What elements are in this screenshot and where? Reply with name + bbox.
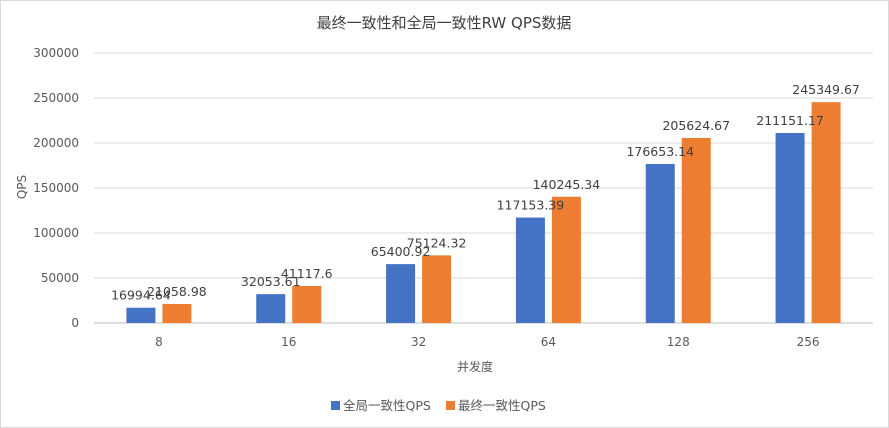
bar [162, 304, 192, 323]
legend-swatch [331, 401, 340, 410]
x-tick-label: 64 [541, 335, 556, 349]
bars [126, 102, 841, 323]
x-axis-title: 并发度 [457, 359, 493, 374]
bar [645, 164, 675, 323]
data-label: 16994.64 [111, 288, 171, 303]
gridlines [94, 52, 873, 324]
bar [126, 307, 156, 323]
legend: 全局一致性QPS 最终一致性QPS [331, 398, 546, 413]
legend-swatch [446, 401, 455, 410]
data-label: 205624.67 [662, 118, 730, 133]
bar [256, 294, 286, 323]
bar [551, 196, 581, 323]
x-tick-label: 16 [281, 335, 296, 349]
x-axis-ticks: 8 16 32 64 128 256 [155, 335, 819, 349]
x-tick-label: 32 [411, 335, 426, 349]
x-tick-label: 256 [797, 335, 820, 349]
bar [422, 255, 452, 323]
y-tick-label: 50000 [41, 271, 79, 285]
y-tick-label: 300000 [33, 46, 79, 60]
data-label: 117153.39 [497, 198, 565, 213]
bar [775, 132, 805, 323]
data-label: 41117.6 [281, 266, 333, 281]
bar [386, 264, 416, 323]
bar [681, 137, 711, 323]
data-label: 75124.32 [407, 235, 467, 250]
bar [811, 102, 841, 323]
data-label: 211151.17 [756, 113, 824, 128]
data-label: 245349.67 [792, 82, 860, 97]
data-label: 65400.92 [371, 244, 431, 259]
x-tick-label: 128 [667, 335, 690, 349]
legend-label: 全局一致性QPS [343, 398, 431, 413]
data-label: 176653.14 [626, 144, 694, 159]
data-label: 21058.98 [147, 284, 207, 299]
y-axis-title: QPS [15, 175, 29, 199]
legend-label: 最终一致性QPS [458, 398, 546, 413]
data-label: 32053.61 [241, 274, 301, 289]
y-tick-label: 0 [71, 316, 79, 330]
y-tick-label: 100000 [33, 226, 79, 240]
y-tick-label: 250000 [33, 91, 79, 105]
y-axis-ticks: 0 50000 100000 150000 200000 250000 300000 [33, 46, 79, 330]
data-label: 140245.34 [533, 177, 601, 192]
y-tick-label: 150000 [33, 181, 79, 195]
bar [515, 217, 545, 323]
chart-title: 最终一致性和全局一致性RW QPS数据 [317, 14, 572, 32]
y-tick-label: 200000 [33, 136, 79, 150]
bar [292, 285, 322, 323]
x-tick-label: 8 [155, 335, 163, 349]
